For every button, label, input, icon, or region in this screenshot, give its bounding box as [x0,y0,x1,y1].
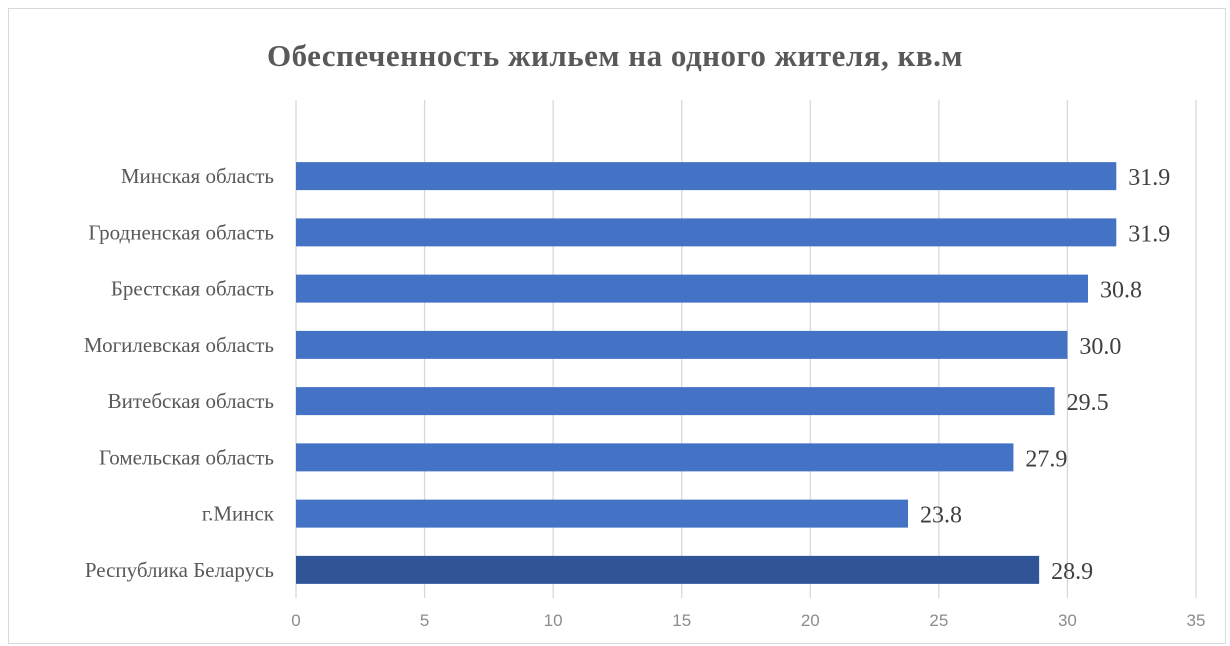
data-label: 31.9 [1128,221,1170,247]
x-axis-ticks: 0 5 10 15 20 25 30 35 [291,611,1205,630]
data-label: 31.9 [1128,165,1170,191]
x-tick-label: 30 [1058,611,1077,630]
x-tick-label: 20 [801,611,820,630]
chart-title: Обеспеченность жильем на одного жителя, … [266,38,964,73]
bar [296,387,1055,416]
x-tick-label: 25 [929,611,948,630]
category-label: Витебская область [108,389,274,413]
data-label: 30.8 [1100,278,1142,304]
bar [296,274,1088,303]
value-labels: 31.9 31.9 30.8 30.0 29.5 27.9 23.8 28.9 [920,165,1170,585]
category-label: г.Минск [202,502,275,526]
category-label: Могилевская область [84,333,274,357]
x-tick-label: 5 [420,611,429,630]
data-label: 27.9 [1025,446,1067,472]
bars [296,162,1117,584]
data-label: 23.8 [920,503,962,529]
category-labels: Минская область Гродненская область Брестс… [84,164,275,582]
bar [296,499,908,528]
category-label: Минская область [121,164,274,188]
category-label: Республика Беларусь [85,558,274,582]
x-tick-label: 15 [672,611,691,630]
x-tick-label: 0 [291,611,300,630]
bar [296,555,1040,584]
data-label: 29.5 [1067,390,1109,416]
chart-frame [8,8,1226,644]
category-label: Гродненская область [88,220,274,244]
bar [296,218,1117,247]
bar [296,443,1014,472]
x-tick-label: 10 [544,611,563,630]
data-label: 28.9 [1051,559,1093,585]
data-label: 30.0 [1079,334,1121,360]
bar [296,162,1117,191]
category-label: Брестская область [111,277,274,301]
x-tick-label: 35 [1187,611,1206,630]
bar [296,330,1068,359]
category-label: Гомельская область [99,445,274,469]
